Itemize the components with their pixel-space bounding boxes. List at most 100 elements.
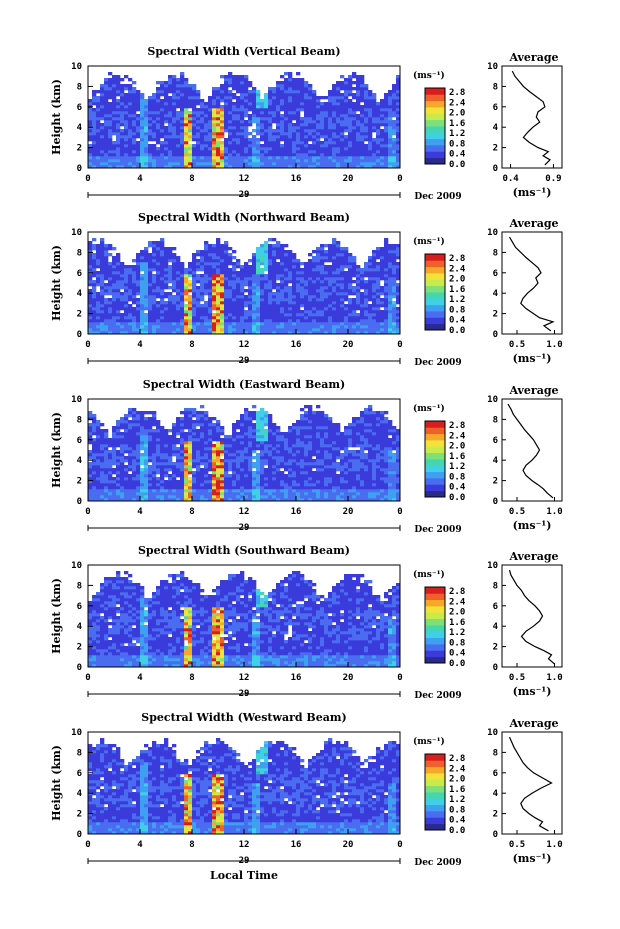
heatmap-cell <box>316 150 321 154</box>
heatmap-cell <box>300 298 305 302</box>
heatmap-cell <box>364 304 369 308</box>
heatmap-cell <box>152 444 157 448</box>
heatmap-cell <box>88 117 93 121</box>
heatmap-cell <box>260 132 265 136</box>
heatmap-cell <box>104 331 109 335</box>
heatmap-cell <box>320 159 325 163</box>
profile-y-label: 0 <box>493 330 498 340</box>
heatmap-cell <box>388 262 393 266</box>
heatmap-cell <box>220 286 225 290</box>
heatmap-cell <box>252 280 257 284</box>
heatmap-cell <box>148 444 153 448</box>
heatmap-cell <box>204 277 209 281</box>
heatmap-cell <box>264 325 269 329</box>
heatmap-cell <box>268 304 273 308</box>
heatmap-cell <box>324 325 329 329</box>
heatmap-cell <box>344 156 349 160</box>
heatmap-cell <box>380 129 385 133</box>
heatmap-cell <box>120 331 125 335</box>
heatmap-cell <box>152 331 157 335</box>
heatmap-cell <box>276 99 281 103</box>
heatmap-cell <box>132 81 137 85</box>
heatmap-cell <box>312 283 317 287</box>
heatmap-cell <box>228 292 233 296</box>
heatmap-cell <box>328 165 333 169</box>
heatmap-cell <box>148 438 153 442</box>
heatmap-cell <box>132 450 137 454</box>
heatmap-cell <box>240 313 245 317</box>
heatmap-cell <box>264 132 269 136</box>
heatmap-cell <box>232 310 237 314</box>
heatmap-cell <box>292 150 297 154</box>
heatmap-cell <box>368 120 373 124</box>
heatmap-cell <box>216 117 221 121</box>
heatmap-cell <box>396 244 401 248</box>
heatmap-cell <box>188 307 193 311</box>
heatmap-cell <box>272 150 277 154</box>
heatmap-cell <box>176 144 181 148</box>
heatmap-cell <box>140 141 145 145</box>
heatmap-cell <box>392 295 397 299</box>
heatmap-cell <box>356 277 361 281</box>
heatmap-cell <box>140 99 145 103</box>
heatmap-cell <box>336 244 341 248</box>
heatmap-cell <box>308 325 313 329</box>
heatmap-cell <box>200 141 205 145</box>
heatmap-cell <box>200 289 205 293</box>
heatmap-cell <box>144 274 149 278</box>
heatmap-cell <box>232 159 237 163</box>
heatmap-cell <box>192 147 197 151</box>
heatmap-cell <box>236 153 241 157</box>
heatmap-cell <box>156 247 161 251</box>
heatmap-cell <box>92 283 97 287</box>
heatmap-cell <box>116 262 121 266</box>
heatmap-cell <box>148 147 153 151</box>
heatmap-cell <box>196 123 201 127</box>
heatmap-cell <box>132 114 137 118</box>
heatmap-cell <box>92 310 97 314</box>
heatmap-cell <box>204 129 209 133</box>
heatmap-cell <box>360 123 365 127</box>
heatmap-cell <box>172 117 177 121</box>
heatmap-cell <box>256 328 261 332</box>
heatmap-cell <box>160 304 165 308</box>
heatmap-cell <box>372 147 377 151</box>
heatmap-cell <box>244 111 249 115</box>
heatmap-cell <box>224 328 229 332</box>
heatmap-cell <box>200 120 205 124</box>
heatmap-cell <box>148 489 153 493</box>
heatmap-cell <box>120 150 125 154</box>
heatmap-cell <box>128 489 133 493</box>
heatmap-cell <box>156 432 161 436</box>
heatmap-cell <box>192 265 197 269</box>
heatmap-cell <box>384 117 389 121</box>
heatmap-cell <box>392 331 397 335</box>
heatmap-cell <box>164 165 169 169</box>
heatmap-cell <box>212 159 217 163</box>
heatmap-cell <box>108 453 113 457</box>
heatmap-cell <box>204 268 209 272</box>
heatmap-cell <box>356 159 361 163</box>
heatmap-cell <box>380 144 385 148</box>
heatmap-cell <box>96 307 101 311</box>
heatmap-cell <box>268 253 273 257</box>
heatmap-cell <box>288 268 293 272</box>
heatmap-cell <box>296 265 301 269</box>
heatmap-cell <box>396 277 401 281</box>
heatmap-cell <box>204 328 209 332</box>
colorbar-swatch <box>425 273 445 280</box>
heatmap-cell <box>292 129 297 133</box>
heatmap-cell <box>176 489 181 493</box>
heatmap-cell <box>352 304 357 308</box>
heatmap-cell <box>204 253 209 257</box>
heatmap-cell <box>212 90 217 94</box>
heatmap-cell <box>140 283 145 287</box>
heatmap-cell <box>92 156 97 160</box>
heatmap-cell <box>100 262 105 266</box>
heatmap-cell <box>312 289 317 293</box>
heatmap-cell <box>108 307 113 311</box>
heatmap-cell <box>224 313 229 317</box>
heatmap-cell <box>140 274 145 278</box>
heatmap-cell <box>332 277 337 281</box>
heatmap-cell <box>380 253 385 257</box>
